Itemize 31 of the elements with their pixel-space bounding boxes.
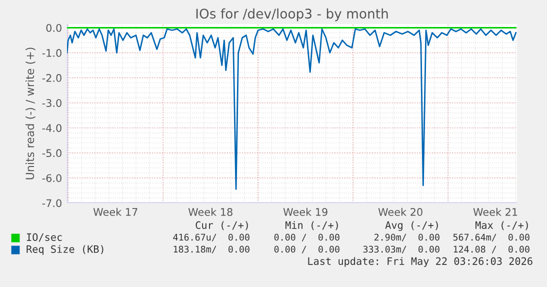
text: 0.00 / 0.00 — [274, 234, 340, 242]
chart-title: IOs for /dev/loop3 - by month — [196, 8, 388, 22]
y-tick-label: -3.0 — [42, 99, 62, 107]
text: 567.64m/ 0.00 — [453, 234, 530, 242]
text: 333.03m/ 0.00 — [363, 246, 440, 254]
text: Max (-/+) — [475, 221, 528, 230]
y-axis-title: Units read (-) / write (+) — [26, 48, 36, 180]
text: 183.18m/ 0.00 — [174, 246, 250, 254]
x-tick-label: Week 20 — [378, 208, 422, 216]
x-tick-label: Week 17 — [93, 208, 138, 216]
text: Min (-/+) — [285, 221, 338, 230]
text: Last update: Fri May 22 03:26:03 2026 — [308, 257, 532, 267]
x-tick-label: Week 19 — [283, 208, 328, 216]
y-tick-label: -1.0 — [42, 49, 62, 57]
y-tick-label: -4.0 — [42, 124, 62, 132]
text: 2.90m/ 0.00 — [374, 234, 440, 242]
legend-label: Req Size (KB) — [26, 245, 104, 255]
y-tick-label: 0.0 — [46, 24, 62, 32]
y-tick-label: -7.0 — [42, 199, 62, 208]
text: Cur (-/+) — [196, 221, 248, 230]
text: 0.00 / 0.00 — [274, 246, 340, 254]
x-tick-label: Week 21 — [473, 208, 518, 216]
text: 124.08 / 0.00 — [454, 246, 530, 254]
y-tick-label: -5.0 — [42, 149, 62, 158]
legend-label: IO/sec — [26, 233, 62, 242]
line-series — [67, 28, 517, 190]
text: 416.67u/ 0.00 — [173, 234, 250, 242]
x-tick-label: Week 18 — [188, 208, 232, 216]
text: Avg (-/+) — [385, 221, 438, 231]
y-tick-label: -6.0 — [42, 174, 62, 182]
y-tick-label: -2.0 — [42, 74, 62, 82]
